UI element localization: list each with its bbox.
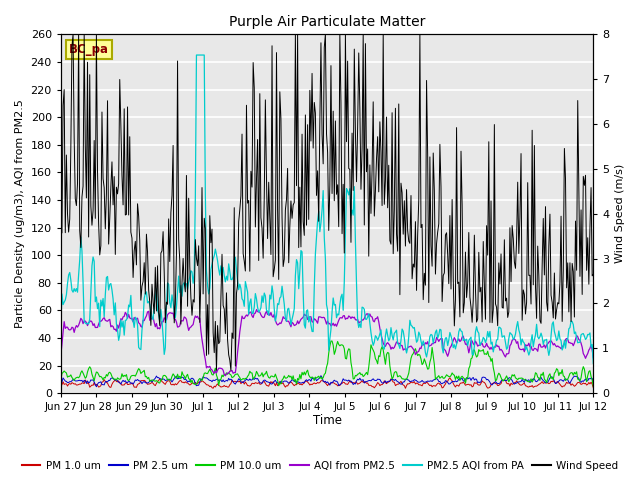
X-axis label: Time: Time <box>312 414 342 427</box>
Y-axis label: Wind Speed (m/s): Wind Speed (m/s) <box>615 164 625 264</box>
Y-axis label: Particle Density (ug/m3), AQI from PM2.5: Particle Density (ug/m3), AQI from PM2.5 <box>15 99 25 328</box>
Text: BC_pa: BC_pa <box>69 43 109 56</box>
Legend: PM 1.0 um, PM 2.5 um, PM 10.0 um, AQI from PM2.5, PM2.5 AQI from PA, Wind Speed: PM 1.0 um, PM 2.5 um, PM 10.0 um, AQI fr… <box>17 456 623 475</box>
Title: Purple Air Particulate Matter: Purple Air Particulate Matter <box>229 15 425 29</box>
